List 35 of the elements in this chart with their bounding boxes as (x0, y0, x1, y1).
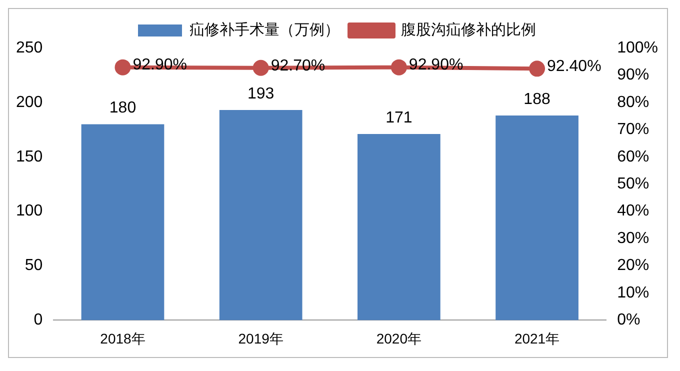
data-label: 180 (109, 100, 136, 117)
x-tick-label: 2020年 (376, 330, 422, 346)
data-label: 92.40% (547, 58, 602, 76)
data-label: 171 (386, 109, 412, 126)
y-tick-label: 0 (34, 312, 43, 329)
y2-tick-label: 20% (617, 257, 650, 274)
y2-tick-label: 30% (617, 230, 650, 247)
x-tick-label: 2021年 (514, 330, 560, 346)
data-label: 92.90% (132, 56, 188, 74)
y2-tick-label: 60% (617, 148, 650, 166)
y-tick-label: 250 (16, 39, 43, 56)
y-tick-label: 100 (16, 202, 43, 220)
bar (219, 110, 302, 320)
y2-tick-label: 70% (617, 121, 650, 138)
y2-tick-label: 10% (617, 284, 650, 302)
legend-label: 疝修补手术量（万例） (190, 22, 340, 39)
y2-tick-label: 0% (617, 312, 640, 329)
y2-tick-label: 100% (617, 39, 658, 56)
y2-tick-label: 40% (617, 202, 650, 220)
data-label: 92.70% (270, 57, 326, 74)
y-tick-label: 150 (16, 148, 43, 166)
y2-tick-label: 80% (617, 94, 650, 111)
bar (358, 134, 440, 320)
bar (496, 116, 578, 320)
legend-label: 腹股沟疝修补的比例 (401, 22, 536, 39)
bar (81, 124, 164, 320)
x-tick-label: 2018年 (100, 330, 146, 346)
data-label: 193 (247, 85, 274, 102)
y2-tick-label: 90% (617, 66, 650, 84)
y-tick-label: 200 (16, 94, 43, 111)
y-tick-label: 50 (24, 257, 43, 274)
y2-tick-label: 50% (617, 176, 650, 193)
data-label: 92.90% (408, 56, 464, 74)
x-tick-label: 2019年 (238, 330, 284, 346)
data-label: 188 (524, 90, 550, 108)
